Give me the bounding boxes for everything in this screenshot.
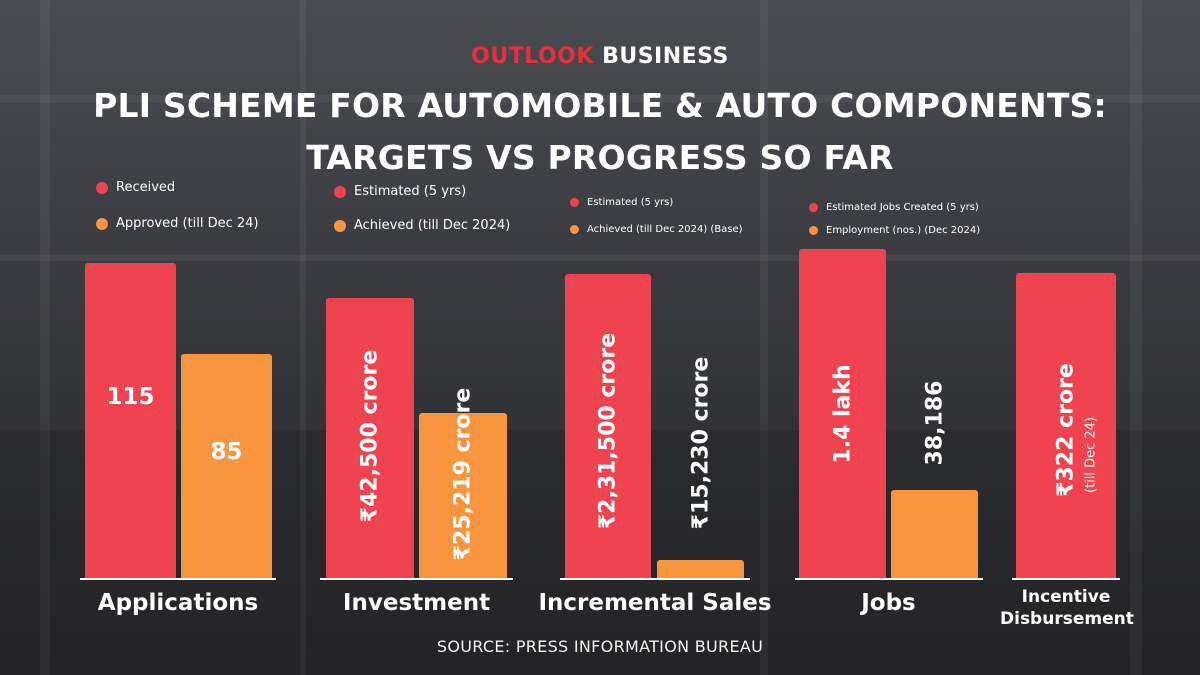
data-label: ₹2,31,500 crore: [595, 332, 621, 530]
bar: [1016, 273, 1116, 578]
data-label: ₹25,219 crore: [450, 387, 476, 561]
legend-label: Received: [116, 180, 176, 196]
legend-swatch-orange: [809, 226, 818, 235]
baseline: [320, 578, 513, 580]
data-label: 115: [106, 384, 155, 410]
brand-part1: OUTLOOK: [471, 44, 594, 69]
legend-swatch-red: [809, 203, 818, 212]
legend-label: Achieved (till Dec 2024) (Base): [587, 224, 743, 235]
legend-item: Estimated (5 yrs): [334, 184, 466, 199]
chart-title-line1: PLI SCHEME FOR AUTOMOBILE & AUTO COMPONE…: [93, 86, 1107, 125]
baseline: [80, 578, 276, 580]
legend-swatch-orange: [570, 225, 579, 234]
legend-label: Employment (nos.) (Dec 2024): [826, 225, 981, 236]
bar: [419, 413, 507, 578]
bar: [565, 274, 651, 578]
brand-part2: BUSINESS: [602, 44, 729, 69]
legend-swatch-red: [96, 181, 108, 194]
data-label: 38,186: [922, 380, 947, 466]
source-note: SOURCE: PRESS INFORMATION BUREAU: [436, 637, 764, 656]
category-label: Incentive Disbursement: [1000, 586, 1134, 630]
legend-label: Estimated Jobs Created (5 yrs): [826, 202, 979, 213]
legend-item: Approved (till Dec 24): [96, 216, 259, 231]
legend-swatch-orange: [96, 217, 108, 230]
legend-swatch-red: [570, 198, 579, 207]
legend-item: Achieved (till Dec 2024) (Base): [570, 224, 743, 236]
legend-label: Approved (till Dec 24): [116, 216, 259, 232]
brand-logo: OUTLOOK BUSINESS: [0, 44, 1200, 69]
legend-label: Estimated (5 yrs): [587, 197, 674, 208]
legend-swatch-red: [334, 185, 346, 198]
category-label: Investment: [342, 590, 491, 616]
category-label: Incremental Sales: [538, 590, 772, 616]
bar: [657, 560, 744, 578]
data-label: 85: [210, 439, 243, 465]
legend-item: Achieved (till Dec 2024): [334, 218, 510, 233]
baseline: [560, 578, 750, 580]
legend-label: Estimated (5 yrs): [354, 184, 467, 200]
chart-title-line2: TARGETS VS PROGRESS SO FAR: [306, 138, 894, 177]
data-label: ₹15,230 crore: [688, 356, 713, 530]
category-label: Applications: [97, 590, 259, 616]
legend-item: Employment (nos.) (Dec 2024): [809, 225, 980, 237]
bar: [891, 490, 978, 578]
legend-item: Estimated Jobs Created (5 yrs): [809, 202, 979, 214]
bar: [181, 354, 272, 578]
baseline: [1012, 578, 1120, 580]
legend-item: Estimated (5 yrs): [570, 197, 673, 209]
data-label: ₹322 crore: [1053, 363, 1079, 497]
legend-label: Achieved (till Dec 2024): [354, 218, 511, 234]
legend-item: Received: [96, 180, 175, 195]
baseline: [795, 578, 983, 580]
bar: [326, 298, 414, 578]
category-label-line: Incentive: [1021, 587, 1111, 607]
category-label-line: Disbursement: [1000, 609, 1134, 630]
category-label: Jobs: [861, 590, 916, 616]
legend-swatch-orange: [334, 219, 346, 232]
bar: [799, 249, 886, 578]
data-sublabel: (till Dec 24): [1083, 416, 1099, 494]
data-label: 1.4 lakh: [830, 364, 855, 464]
data-label: ₹42,500 crore: [357, 349, 383, 523]
bar: [85, 263, 176, 578]
